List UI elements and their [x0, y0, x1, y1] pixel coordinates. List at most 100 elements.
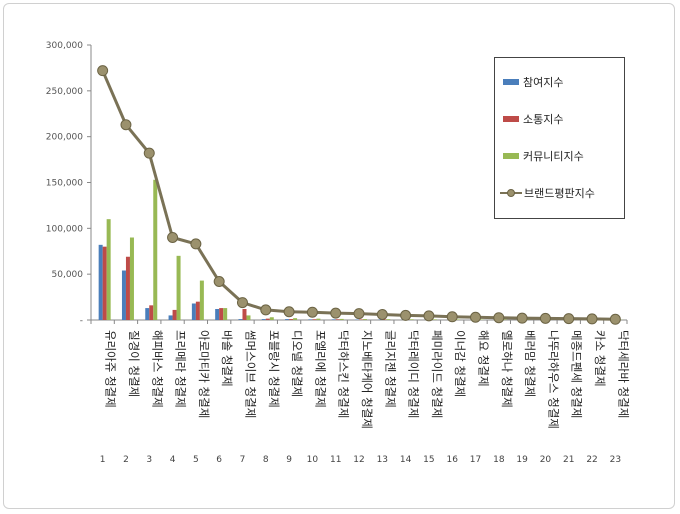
x-category-label: 바솔 청결제 — [220, 330, 234, 387]
bar-0 — [168, 315, 173, 320]
bar-1 — [149, 305, 154, 320]
chart-legend: 참여지수 소통지수 커뮤니티지수 브랜드평판지수 — [494, 57, 625, 219]
bar-2 — [129, 237, 134, 320]
x-category-label: 질경이 청결제 — [127, 330, 141, 397]
reputation-point — [120, 119, 132, 131]
legend-label-community: 커뮤니티지수 — [523, 150, 584, 163]
reputation-point — [539, 312, 551, 324]
x-category-label: 닥터레이디 청결제 — [407, 330, 421, 418]
bar-1 — [382, 319, 387, 320]
x-rank-label: 17 — [470, 455, 481, 465]
reputation-point — [563, 313, 575, 325]
bar-1 — [359, 319, 363, 320]
x-rank-label: 15 — [423, 455, 434, 465]
x-rank-label: 19 — [516, 455, 528, 465]
legend-item-communication: 소통지수 — [503, 111, 563, 127]
x-category-label: 유리아쥬 청결제 — [104, 330, 118, 408]
x-category-label: 아로마티카 청결제 — [197, 330, 211, 418]
x-rank-label: 8 — [263, 455, 269, 465]
x-rank-label: 12 — [353, 455, 364, 465]
x-category-label: 닥터하스킨 청결제 — [337, 330, 351, 418]
reputation-point — [143, 147, 155, 159]
x-category-label: 해요 청결제 — [477, 330, 491, 387]
legend-label-participation: 참여지수 — [523, 76, 564, 89]
reputation-point — [516, 312, 528, 324]
x-rank-label: 13 — [377, 455, 388, 465]
reputation-point — [493, 312, 505, 324]
x-rank-label: 21 — [563, 455, 574, 465]
reputation-point — [260, 304, 272, 316]
bar-1 — [265, 318, 270, 320]
x-rank-label: 20 — [540, 455, 552, 465]
x-category-label: 포엘리에 청결제 — [313, 330, 327, 408]
y-tick-label: - — [80, 316, 83, 326]
bar-1 — [242, 309, 247, 320]
x-category-label: 닥터세라바 청결제 — [616, 330, 630, 418]
y-tick-label: 250,000 — [46, 87, 83, 97]
bar-1 — [102, 246, 107, 320]
x-category-label: 디오넬 청결제 — [290, 330, 304, 397]
reputation-point — [353, 308, 365, 320]
y-tick-label: 150,000 — [46, 179, 83, 189]
legend-line-marker-icon — [500, 188, 522, 198]
reputation-point — [213, 276, 225, 287]
bar-2 — [409, 319, 414, 320]
y-tick-label: 100,000 — [46, 224, 83, 234]
bar-0 — [285, 319, 290, 320]
bar-2 — [386, 319, 391, 320]
bar-2 — [153, 179, 158, 320]
reputation-point — [306, 306, 318, 318]
y-tick-label: 200,000 — [46, 133, 83, 143]
bar-2 — [176, 255, 181, 320]
x-category-label: 지노베타케어 청결제 — [360, 330, 374, 429]
bar-0 — [331, 319, 336, 320]
x-category-label: 베러맘 청결제 — [523, 330, 537, 397]
bar-1 — [289, 319, 294, 320]
bar-1 — [219, 308, 224, 320]
x-category-label: 프리메라 청결제 — [174, 330, 188, 408]
reputation-point — [400, 309, 412, 321]
bar-1 — [195, 301, 200, 320]
bar-1 — [335, 319, 340, 320]
x-category-label: 썸머스이브 청결제 — [243, 330, 257, 418]
bar-2 — [456, 319, 461, 320]
legend-swatch-participation — [503, 79, 519, 85]
bar-2 — [339, 318, 344, 320]
bar-2 — [199, 280, 204, 320]
bar-0 — [308, 319, 313, 320]
x-rank-label: 4 — [170, 455, 176, 465]
bar-2 — [316, 318, 321, 320]
reputation-point — [446, 311, 458, 323]
reputation-point — [283, 306, 295, 318]
reputation-point — [376, 309, 388, 320]
x-rank-label: 11 — [330, 455, 341, 465]
reputation-point — [236, 297, 248, 309]
x-category-label: 카소 청결제 — [593, 330, 607, 387]
reputation-point — [470, 311, 482, 323]
x-category-label: 페미라이드 청결제 — [430, 330, 444, 418]
x-rank-label: 18 — [493, 455, 505, 465]
bar-2 — [106, 219, 111, 320]
x-rank-label: 10 — [307, 455, 319, 465]
bar-2 — [432, 319, 437, 320]
bar-0 — [121, 270, 126, 320]
x-rank-label: 16 — [446, 455, 458, 465]
legend-swatch-community — [503, 153, 519, 159]
y-tick-label: 50,000 — [52, 270, 84, 280]
x-rank-label: 23 — [610, 455, 621, 465]
bar-1 — [172, 309, 177, 320]
reputation-point — [423, 310, 435, 322]
bar-2 — [269, 317, 274, 320]
legend-swatch-communication — [503, 116, 519, 122]
x-category-label: 이너감 청결제 — [453, 330, 467, 397]
legend-item-community: 커뮤니티지수 — [503, 148, 584, 164]
x-category-label: 메종드펜세 청결제 — [570, 330, 584, 418]
legend-label-communication: 소통지수 — [523, 113, 564, 126]
legend-label-reputation: 브랜드평판지수 — [524, 187, 595, 200]
bar-0 — [238, 319, 243, 320]
x-category-label: 포블랑시 청결제 — [267, 330, 281, 408]
x-rank-label: 1 — [100, 455, 106, 465]
reputation-point — [190, 238, 202, 250]
x-rank-label: 9 — [286, 455, 292, 465]
